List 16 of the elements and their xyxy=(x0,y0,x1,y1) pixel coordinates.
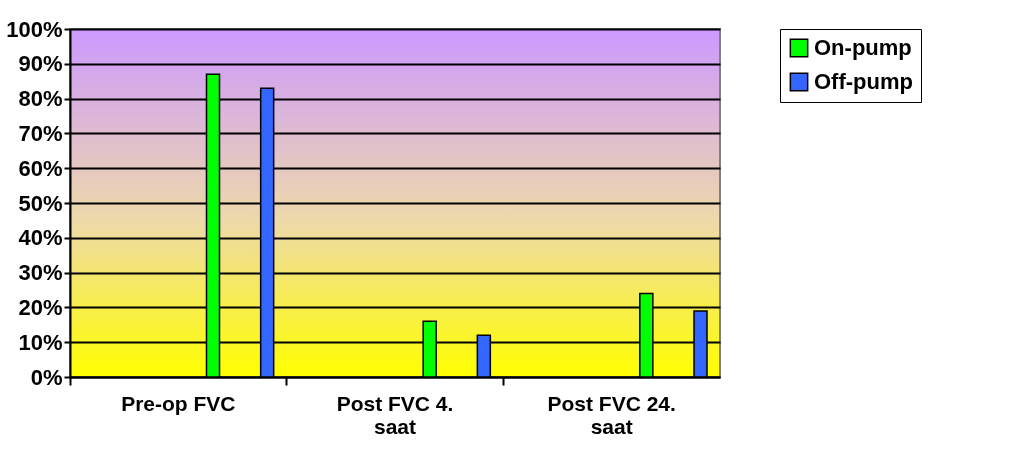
legend-label: On-pump xyxy=(814,35,912,60)
y-tick-label: 20% xyxy=(18,294,63,320)
legend-label: Off-pump xyxy=(814,69,913,94)
y-tick-label: 40% xyxy=(18,225,63,251)
x-tick-label: Pre-op FVC xyxy=(121,391,236,415)
y-tick-label: 90% xyxy=(18,51,63,77)
y-tick-label: 10% xyxy=(18,329,63,355)
x-tick-label: Post FVC 24. saat xyxy=(547,391,676,438)
y-tick-label: 0% xyxy=(30,364,63,390)
y-tick-label: 80% xyxy=(18,86,63,112)
y-tick-label: 70% xyxy=(18,120,63,146)
y-tick-label: 100% xyxy=(6,16,63,42)
y-tick-label: 50% xyxy=(18,190,63,216)
y-tick-label: 30% xyxy=(18,260,63,286)
y-tick-label: 60% xyxy=(18,155,63,181)
x-tick-label: Post FVC 4. saat xyxy=(336,391,454,438)
